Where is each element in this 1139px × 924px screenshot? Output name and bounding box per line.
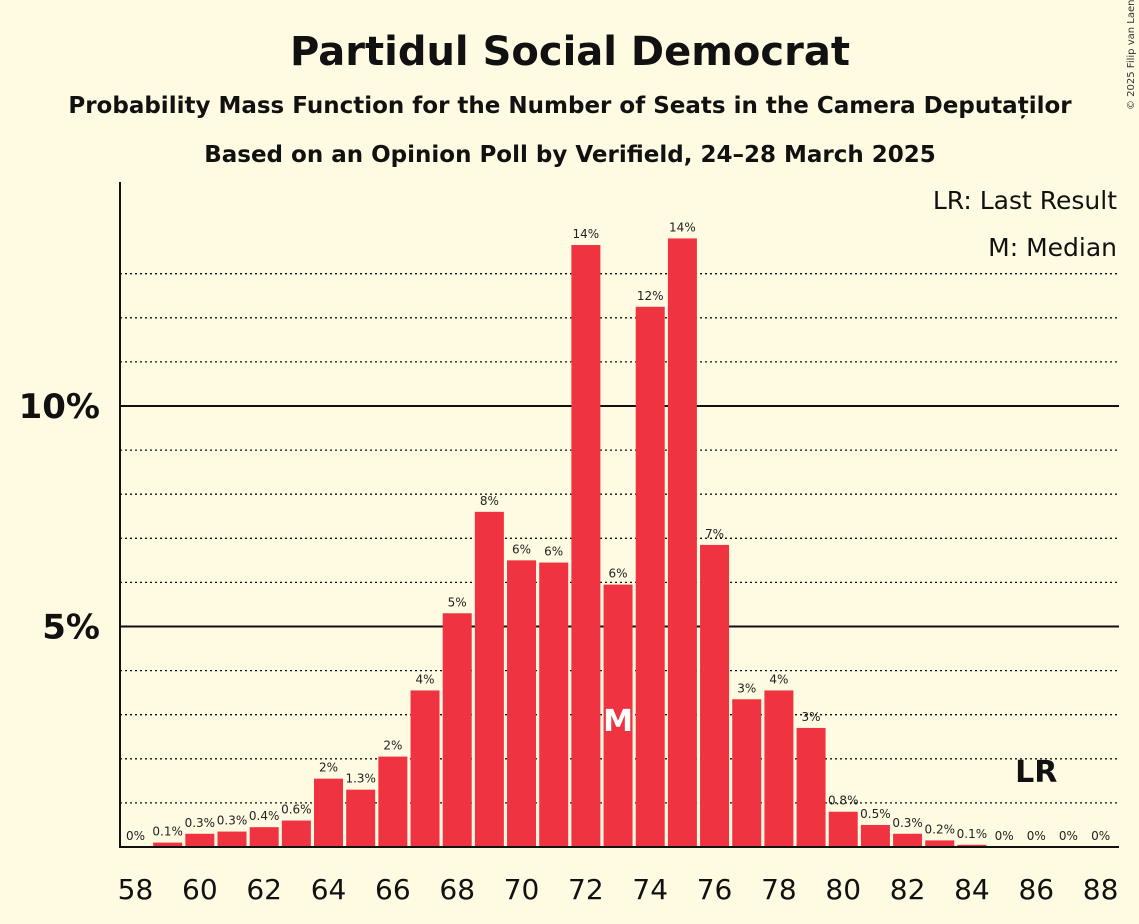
- bar-label-seat-75: 14%: [669, 220, 696, 234]
- bar-seat-66: [378, 756, 408, 847]
- x-tick-label: 80: [825, 873, 861, 906]
- bar-label-seat-63: 0.6%: [281, 803, 312, 817]
- gridlines: [120, 273, 1119, 804]
- x-tick-label: 88: [1083, 873, 1119, 906]
- bar-label-seat-71: 6%: [544, 545, 563, 559]
- bar-label-seat-61: 0.3%: [217, 814, 248, 828]
- bars: [153, 238, 987, 848]
- bar-seat-65: [346, 789, 376, 847]
- bar-label-seat-67: 4%: [416, 672, 435, 686]
- bar-seat-63: [281, 820, 311, 847]
- x-tick-label: 60: [182, 873, 218, 906]
- bar-label-seat-79: 3%: [802, 710, 821, 724]
- y-tick-labels: 5% 10%: [19, 387, 100, 648]
- x-tick-label: 76: [697, 873, 733, 906]
- bar-labels: 0% 0.1%0.3% 0.3% 0.4% 0.6%2%1.3%2%4%5%8%6% 6%…: [126, 220, 1110, 843]
- bar-seat-84: [957, 844, 987, 847]
- x-tick-label: 74: [632, 873, 668, 906]
- bar-seat-61: [217, 831, 247, 847]
- bar-label-seat-58: 0%: [126, 829, 145, 843]
- x-tick-label: 86: [1018, 873, 1054, 906]
- bar-seat-81: [860, 824, 890, 847]
- bar-label-seat-88: 0%: [1091, 829, 1110, 843]
- bar-label-seat-69: 8%: [480, 494, 499, 508]
- bar-seat-60: [185, 833, 215, 847]
- bar-label-seat-83: 0.2%: [925, 822, 956, 836]
- bar-label-seat-82: 0.3%: [892, 816, 923, 830]
- median-marker: M: [603, 704, 633, 739]
- bar-seat-70: [507, 560, 537, 847]
- chart-subtitle: Probability Mass Function for the Number…: [68, 93, 1072, 119]
- legend-last-result: LR: Last Result: [933, 186, 1117, 215]
- x-tick-label: 58: [118, 873, 154, 906]
- bar-seat-69: [474, 511, 504, 847]
- bar-seat-77: [732, 699, 762, 847]
- bar-label-seat-84: 0.1%: [957, 827, 988, 841]
- bar-seat-71: [539, 562, 569, 847]
- bar-seat-64: [314, 778, 344, 847]
- bar-seat-76: [700, 544, 730, 847]
- chart-title: Partidul Social Democrat: [290, 29, 850, 75]
- bar-label-seat-62: 0.4%: [249, 809, 280, 823]
- bar-seat-83: [925, 840, 955, 847]
- x-tick-label: 70: [504, 873, 540, 906]
- bar-label-seat-78: 4%: [769, 672, 788, 686]
- bar-seat-74: [635, 306, 665, 847]
- x-tick-label: 66: [375, 873, 411, 906]
- bar-label-seat-81: 0.5%: [860, 807, 891, 821]
- bar-seat-67: [410, 690, 440, 847]
- bar-seat-68: [442, 613, 472, 847]
- x-tick-labels: 58 60 62 64 66 68 70 72 74 76 78 80 82 84 86 88: [118, 873, 1119, 906]
- bar-label-seat-59: 0.1%: [152, 825, 183, 839]
- copyright-text: © 2025 Filip van Laenen: [1126, 0, 1137, 110]
- x-tick-label: 64: [311, 873, 347, 906]
- bar-seat-73: [603, 584, 633, 847]
- bar-label-seat-72: 14%: [573, 227, 600, 241]
- x-tick-label: 72: [568, 873, 604, 906]
- x-tick-label: 84: [954, 873, 990, 906]
- x-tick-label: 62: [246, 873, 282, 906]
- bar-seat-82: [893, 833, 923, 847]
- bar-label-seat-85: 0%: [995, 829, 1014, 843]
- x-tick-label: 78: [761, 873, 797, 906]
- bar-label-seat-87: 0%: [1059, 829, 1078, 843]
- x-tick-label: 82: [890, 873, 926, 906]
- bar-seat-59: [153, 842, 183, 847]
- bar-label-seat-86: 0%: [1027, 829, 1046, 843]
- last-result-marker: LR: [1015, 755, 1057, 790]
- bar-seat-79: [796, 727, 826, 847]
- bar-label-seat-65: 1.3%: [345, 772, 376, 786]
- bar-label-seat-80: 0.8%: [828, 794, 859, 808]
- bar-label-seat-66: 2%: [383, 739, 402, 753]
- bar-label-seat-77: 3%: [737, 681, 756, 695]
- bar-label-seat-73: 6%: [609, 567, 628, 581]
- chart-subtitle-poll: Based on an Opinion Poll by Verifield, 2…: [204, 142, 936, 168]
- bar-seat-80: [828, 811, 858, 847]
- bar-seat-78: [764, 690, 794, 847]
- legend-median: M: Median: [988, 233, 1117, 262]
- bar-label-seat-74: 12%: [637, 289, 664, 303]
- bar-label-seat-70: 6%: [512, 542, 531, 556]
- markers: M LR: [603, 704, 1057, 790]
- bar-label-seat-68: 5%: [448, 595, 467, 609]
- axes: [119, 182, 1119, 848]
- bar-label-seat-76: 7%: [705, 527, 724, 541]
- x-tick-label: 68: [439, 873, 475, 906]
- bar-label-seat-60: 0.3%: [185, 816, 216, 830]
- y-tick-label: 10%: [19, 387, 100, 427]
- bar-label-seat-64: 2%: [319, 761, 338, 775]
- bar-seat-72: [571, 245, 601, 847]
- bar-seat-62: [249, 827, 279, 847]
- bar-seat-75: [667, 238, 697, 848]
- y-tick-label: 5%: [42, 608, 100, 648]
